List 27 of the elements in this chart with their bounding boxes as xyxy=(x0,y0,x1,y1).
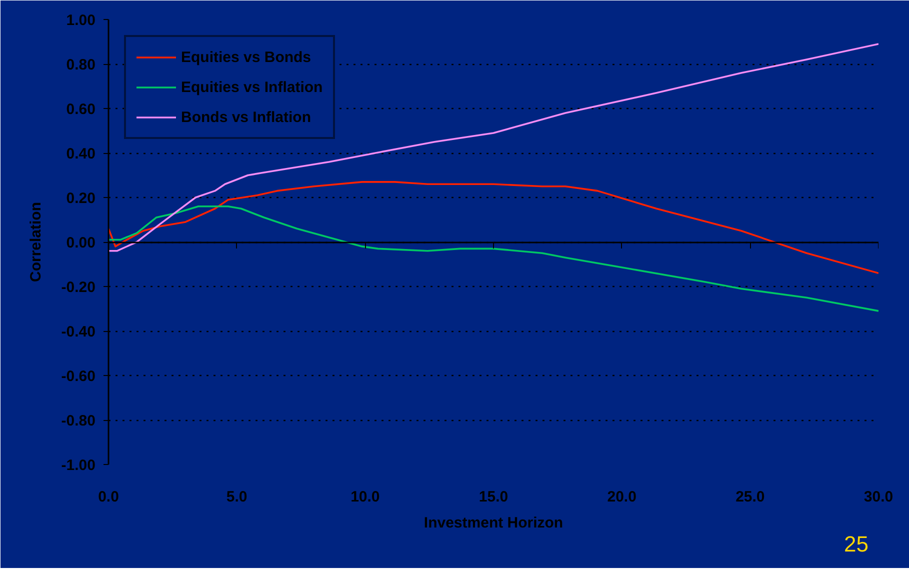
y-tick-label: -0.40 xyxy=(61,324,96,340)
y-tick-label: 0.40 xyxy=(66,146,96,162)
y-axis-title: Correlation xyxy=(27,202,44,282)
y-tick-label: 0.80 xyxy=(66,56,96,74)
x-tick-label: 0.0 xyxy=(98,488,119,506)
x-tick-label: 25.0 xyxy=(736,488,765,506)
line-series xyxy=(108,43,878,252)
x-tick-label: 20.0 xyxy=(607,488,636,506)
y-tick-label: -0.80 xyxy=(61,412,96,430)
legend-label: Bonds vs Inflation xyxy=(181,108,312,126)
y-tick-label: 0.00 xyxy=(66,234,96,252)
x-axis-title: Investment Horizon xyxy=(424,514,564,532)
legend-label: Equities vs Inflation xyxy=(181,78,323,96)
y-tick-label: -1.00 xyxy=(61,457,96,474)
y-tick-label: -0.60 xyxy=(61,368,96,385)
y-tick-label: 0.20 xyxy=(66,190,96,207)
legend-label: Equities vs Bonds xyxy=(181,48,312,66)
y-tick-label: -0.20 xyxy=(61,279,96,296)
x-tick-label: 10.0 xyxy=(350,488,380,506)
x-tick-label: 15.0 xyxy=(478,488,508,506)
y-tick-label: 1.00 xyxy=(66,12,96,29)
x-tick-label: 30.0 xyxy=(864,488,894,506)
text: 25 xyxy=(844,532,869,556)
y-tick-label: 0.60 xyxy=(66,101,96,118)
x-tick-label: 5.0 xyxy=(226,488,248,506)
line-series xyxy=(108,206,878,312)
line-series xyxy=(108,181,878,274)
